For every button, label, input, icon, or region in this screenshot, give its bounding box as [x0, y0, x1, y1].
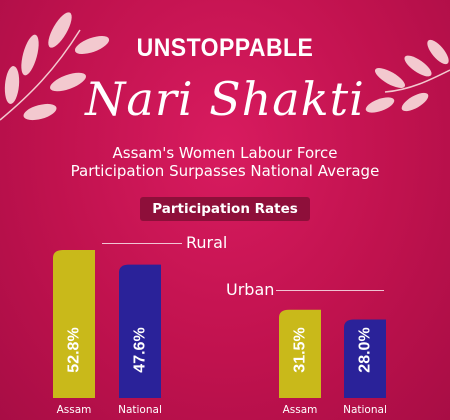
rural-national-bar — [119, 264, 161, 398]
page-title: UNSTOPPABLE — [136, 34, 314, 62]
urban-assam-category-label: Assam — [283, 404, 318, 416]
tagline-line-1: Assam's Women Labour Force — [112, 144, 338, 162]
rural-assam-value-label: 52.8% — [66, 327, 83, 372]
urban-group-label: Urban — [226, 280, 275, 299]
rural-national-value-label: 47.6% — [132, 327, 149, 372]
rural-national-category-label: National — [118, 404, 162, 416]
urban-national-bar — [344, 319, 386, 398]
tagline-line-2: Participation Surpasses National Average — [70, 162, 380, 180]
rural-divider-line — [102, 243, 182, 244]
participation-rates-badge: Participation Rates — [140, 197, 310, 221]
urban-national-category-label: National — [343, 404, 387, 416]
urban-national-value-label: 28.0% — [357, 327, 374, 372]
rural-assam-bar — [53, 250, 95, 398]
script-heading: Nari Shakti — [85, 72, 365, 126]
rural-group-label: Rural — [186, 233, 228, 252]
tagline: Assam's Women Labour Force Participation… — [0, 144, 450, 180]
urban-assam-value-label: 31.5% — [292, 327, 309, 372]
urban-assam-bar — [279, 309, 321, 398]
rural-assam-category-label: Assam — [57, 404, 92, 416]
urban-divider-line — [276, 290, 384, 291]
